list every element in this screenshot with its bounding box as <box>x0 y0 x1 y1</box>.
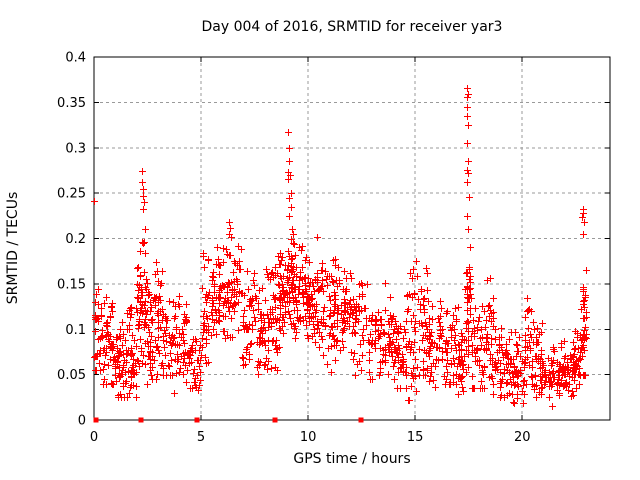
y-tick-label: 0.3 <box>65 141 86 156</box>
y-tick-label: 0.4 <box>65 51 86 66</box>
baseline-square-marker <box>358 417 364 423</box>
scatter-points <box>91 85 590 410</box>
y-tick-label: 0.05 <box>57 368 86 383</box>
baseline-square-marker <box>93 417 99 423</box>
x-tick-label: 5 <box>197 430 205 445</box>
baseline-square-marker <box>194 417 200 423</box>
x-tick-label: 20 <box>514 430 531 445</box>
x-axis-label: GPS time / hours <box>293 451 410 467</box>
gridlines <box>94 57 610 420</box>
chart-title: Day 004 of 2016, SRMTID for receiver yar… <box>202 19 503 35</box>
baseline-square-marker <box>138 417 144 423</box>
y-tick-label: 0 <box>78 414 86 429</box>
y-tick-label: 0.1 <box>65 323 86 338</box>
y-tick-label: 0.2 <box>65 232 86 247</box>
y-tick-label: 0.35 <box>57 96 86 111</box>
y-axis-label: SRMTID / TECUs <box>5 192 21 305</box>
x-tick-label: 15 <box>407 430 424 445</box>
x-tick-label: 0 <box>90 430 98 445</box>
y-tick-label: 0.25 <box>57 187 86 202</box>
y-tick-label: 0.15 <box>57 277 86 292</box>
baseline-square-marker <box>272 417 278 423</box>
x-tick-label: 10 <box>300 430 317 445</box>
